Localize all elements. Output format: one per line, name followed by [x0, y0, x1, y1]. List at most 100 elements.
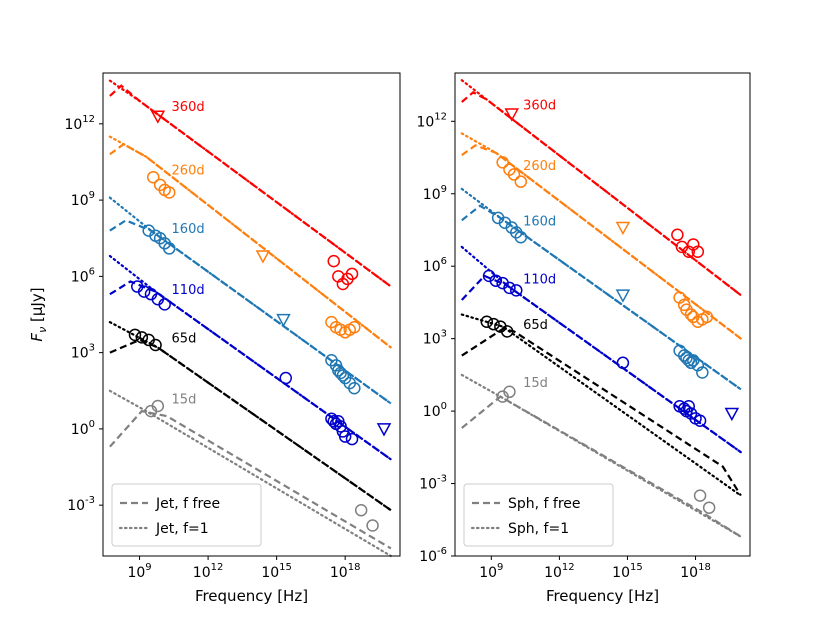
- upper-limit-360d: [150, 110, 166, 124]
- epoch-label-65d: 65d: [523, 318, 548, 333]
- model-dashed-260d: [109, 142, 392, 349]
- data-point-110d: [503, 281, 516, 295]
- x-tick-label: 1015: [261, 562, 292, 581]
- data-point-260d: [514, 175, 528, 188]
- y-tick-label: 103: [71, 343, 95, 362]
- upper-limit-160d: [276, 313, 291, 328]
- legend-frame: [111, 483, 262, 547]
- model-dashed-260d: [461, 144, 742, 340]
- data-point-360d: [691, 245, 705, 258]
- data-point-160d: [514, 230, 528, 244]
- y-tick-label: 106: [71, 266, 95, 285]
- upper-limit-110d: [724, 407, 740, 422]
- data-point-65d: [487, 317, 500, 331]
- series-260d: 260d: [460, 132, 743, 340]
- upper-limit-260d: [615, 221, 631, 236]
- y-tick-label: 1012: [64, 114, 95, 133]
- model-dashed-360d: [461, 90, 742, 297]
- epoch-label-260d: 260d: [523, 159, 556, 174]
- legend-frame: [463, 483, 614, 547]
- data-point-110d: [158, 298, 171, 311]
- data-point-110d: [510, 284, 523, 297]
- data-point-260d: [147, 170, 160, 184]
- series-360d: 360d: [460, 79, 743, 297]
- x-tick-label: 1018: [330, 562, 361, 581]
- model-dashed-160d: [461, 204, 742, 391]
- y-tick-label: 100: [71, 419, 95, 438]
- epoch-label-260d: 260d: [172, 164, 205, 179]
- model-dashed-65d: [461, 327, 742, 497]
- data-point-65d: [500, 325, 514, 338]
- data-point-260d: [700, 310, 714, 324]
- epoch-label-65d: 65d: [172, 331, 197, 346]
- data-point-360d: [671, 228, 684, 242]
- epoch-label-360d: 360d: [172, 100, 205, 115]
- panel-left: 360d 260d 160d 110d 65d 15d 109 1012 1015 1018 101…: [28, 72, 401, 605]
- y-tick-label: 109: [71, 190, 95, 209]
- data-point-65d: [149, 338, 162, 352]
- upper-limit-360d: [504, 108, 519, 122]
- y-tick-label: 10-3: [419, 474, 447, 493]
- data-point-110d: [345, 432, 359, 446]
- data-point-260d: [496, 156, 509, 169]
- data-point-15d: [693, 489, 707, 502]
- epoch-label-160d: 160d: [523, 214, 556, 229]
- x-axis-label: Frequency [Hz]: [546, 587, 659, 605]
- data-point-110d: [682, 400, 695, 413]
- epoch-label-360d: 360d: [523, 98, 556, 113]
- x-tick-label: 109: [479, 562, 503, 581]
- data-point-15d: [702, 501, 716, 514]
- series-160d: 160d: [108, 196, 392, 405]
- data-point-65d: [128, 328, 142, 342]
- model-dotted-260d: [460, 132, 743, 340]
- series-110d: 110d: [108, 254, 392, 461]
- data-point-110d: [616, 356, 630, 370]
- series-260d: 260d: [108, 135, 392, 349]
- series-15d: 15d: [108, 389, 392, 558]
- data-point-15d: [503, 385, 516, 399]
- series-360d: 360d: [108, 79, 392, 291]
- model-dashed-360d: [109, 84, 392, 288]
- y-tick-label: 100: [423, 401, 447, 420]
- y-tick-label: 10-6: [419, 546, 447, 565]
- x-tick-label: 1015: [612, 562, 643, 581]
- legend-label: Jet, f free: [155, 496, 220, 512]
- model-dashed-15d: [109, 409, 392, 550]
- data-point-160d: [336, 369, 350, 382]
- upper-limit-260d: [255, 250, 271, 264]
- legend-label: Sph, f=1: [508, 521, 569, 537]
- x-tick-label: 109: [127, 562, 151, 581]
- epoch-label-110d: 110d: [523, 272, 556, 287]
- series-65d: 65d: [108, 321, 392, 512]
- model-dashed-15d: [461, 395, 742, 538]
- data-point-15d: [151, 399, 165, 413]
- data-point-110d: [489, 274, 503, 287]
- data-point-160d: [696, 366, 709, 379]
- data-point-260d: [163, 186, 176, 199]
- data-point-15d: [366, 519, 379, 532]
- model-dashed-160d: [109, 219, 392, 405]
- data-point-110d: [338, 430, 352, 443]
- data-point-110d: [279, 371, 293, 385]
- y-tick-label: 109: [423, 184, 447, 203]
- data-point-110d: [693, 414, 707, 428]
- plot-frame: [102, 72, 401, 557]
- data-point-160d: [348, 381, 361, 395]
- data-point-260d: [348, 320, 361, 334]
- upper-limit-160d: [615, 289, 631, 303]
- data-point-260d: [507, 168, 521, 181]
- legend-label: Jet, f=1: [155, 521, 209, 537]
- data-point-160d: [163, 242, 176, 255]
- data-point-160d: [684, 356, 698, 370]
- epoch-label-15d: 15d: [172, 392, 197, 407]
- x-tick-label: 1018: [680, 562, 711, 581]
- data-point-110d: [137, 285, 151, 298]
- epoch-label-160d: 160d: [172, 222, 205, 237]
- upper-limit-110d: [376, 423, 392, 437]
- x-axis-label: Frequency [Hz]: [195, 587, 308, 605]
- model-dotted-65d: [460, 313, 743, 497]
- legend-label: Sph, f free: [508, 496, 581, 512]
- model-dotted-65d: [108, 321, 392, 512]
- plot-frame: [454, 72, 751, 557]
